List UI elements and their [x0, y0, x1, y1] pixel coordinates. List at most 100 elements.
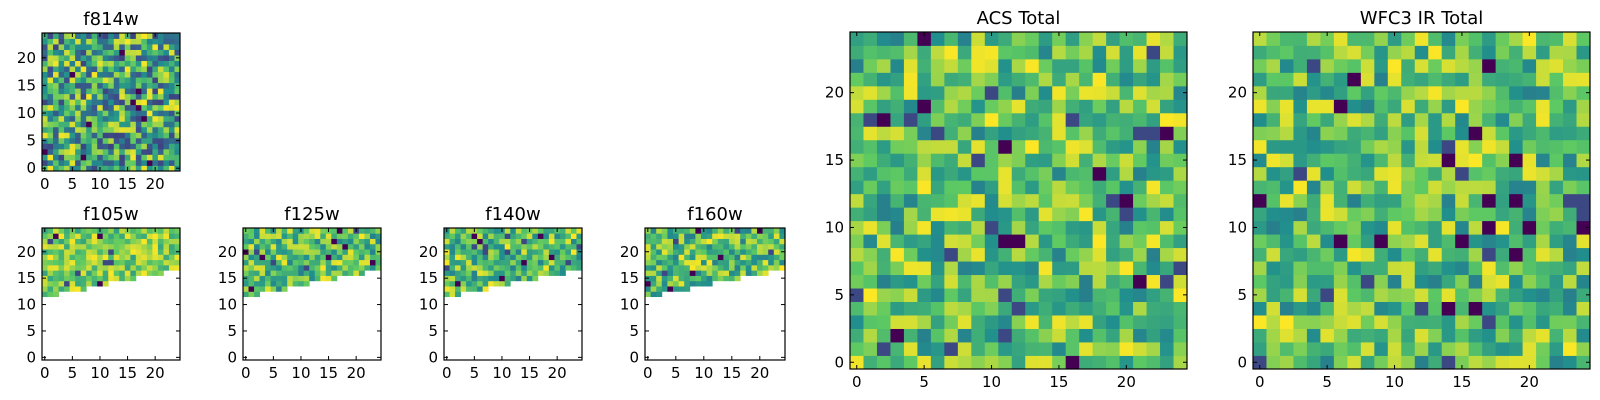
heatmap-cell [113, 110, 120, 117]
heatmap-cell [265, 233, 271, 239]
heatmap-cell [1563, 234, 1577, 249]
heatmap-cell [526, 238, 533, 245]
heatmap-cell [543, 238, 550, 245]
heatmap-cell [1253, 180, 1267, 195]
heatmap-cell [1441, 58, 1456, 73]
heatmap-cell [1133, 32, 1147, 46]
heatmap-cell [91, 110, 98, 117]
heatmap-cell [309, 264, 316, 271]
heatmap-cell [102, 71, 109, 78]
heatmap-cell [336, 243, 343, 250]
heatmap-cell [69, 159, 76, 166]
heatmap-cell [971, 207, 986, 222]
heatmap-cell [248, 270, 255, 276]
heatmap-cell [124, 126, 131, 133]
heatmap-cell [1279, 139, 1294, 154]
heatmap-cell [309, 243, 316, 250]
heatmap-cell [1387, 32, 1402, 46]
heatmap-cell [1173, 315, 1188, 329]
y-tick-label: 0 [1237, 353, 1247, 371]
heatmap-cell [1549, 85, 1564, 100]
heatmap-cell [1455, 220, 1470, 235]
heatmap-cell [86, 104, 93, 111]
heatmap-cell [455, 264, 461, 271]
heatmap-cell [1441, 72, 1456, 87]
heatmap-cell [1106, 85, 1120, 100]
heatmap-cell [281, 238, 288, 245]
heatmap-cell [163, 49, 170, 56]
y-tick-label: 0 [428, 348, 438, 366]
heatmap-cell [510, 270, 517, 276]
heatmap-cell [1536, 85, 1550, 100]
heatmap-cell [86, 233, 93, 239]
heatmap-cell [1522, 139, 1537, 154]
heatmap-cell [1563, 99, 1577, 114]
heatmap-cell [656, 238, 663, 245]
heatmap-cell [1052, 301, 1067, 316]
heatmap-cell [673, 254, 679, 261]
heatmap-cell [510, 275, 517, 282]
heatmap-cell [645, 243, 651, 250]
heatmap-cell [1360, 45, 1375, 60]
heatmap-cell [1536, 247, 1550, 262]
heatmap-cell [91, 60, 98, 67]
heatmap-cell [762, 243, 769, 250]
heatmap-cell [1025, 342, 1040, 356]
heatmap-cell [1173, 112, 1188, 127]
heatmap-cell [1441, 32, 1456, 46]
heatmap-cell [673, 280, 679, 287]
heatmap-cell [757, 243, 763, 250]
heatmap-cell [477, 286, 484, 292]
heatmap-cell [1038, 166, 1053, 181]
heatmap-cell [917, 85, 932, 100]
heatmap-cell [152, 110, 159, 117]
heatmap-cell [287, 280, 294, 287]
heatmap-cell [1253, 220, 1267, 235]
heatmap-cell [1173, 32, 1188, 46]
heatmap-cell [1079, 301, 1094, 316]
heatmap-cell [1253, 139, 1267, 154]
heatmap-cell [58, 33, 65, 39]
heatmap-cell [526, 275, 533, 282]
heatmap-cell [53, 154, 59, 161]
heatmap-cell [152, 49, 159, 56]
heatmap-cell [42, 148, 48, 155]
heatmap-cell [69, 143, 76, 150]
heatmap-cell [141, 93, 148, 100]
heatmap-cell [69, 270, 76, 276]
heatmap-cell [1468, 207, 1483, 222]
heatmap-cell [42, 126, 48, 133]
heatmap-cell [1065, 139, 1080, 154]
heatmap-cell [971, 153, 986, 168]
heatmap-cell [444, 259, 450, 266]
heatmap-cell [168, 154, 175, 161]
heatmap-cell [64, 71, 70, 78]
heatmap-cell [75, 60, 82, 67]
heatmap-cell [108, 60, 115, 67]
heatmap-cell [701, 275, 707, 282]
heatmap-cell [565, 243, 572, 250]
heatmap-cell [91, 275, 98, 282]
heatmap-cell [47, 104, 54, 111]
heatmap-cell [695, 228, 702, 234]
heatmap-cell [650, 286, 657, 292]
heatmap-cell [903, 220, 918, 235]
heatmap-cell [1468, 342, 1483, 356]
heatmap-cell [80, 275, 87, 282]
heatmap-cell [80, 154, 87, 161]
heatmap-cell [678, 238, 685, 245]
heatmap-cell [689, 259, 696, 266]
heatmap-cell [1441, 220, 1456, 235]
heatmap-cell [1160, 274, 1174, 289]
heatmap-cell [130, 228, 137, 234]
heatmap-cell [1106, 220, 1120, 235]
heatmap-cell [1495, 193, 1510, 208]
heatmap-cell [1025, 153, 1040, 168]
heatmap-cell [102, 148, 109, 155]
heatmap-cell [1293, 355, 1308, 370]
heatmap-cell [146, 243, 153, 250]
heatmap-cell [1441, 261, 1456, 276]
heatmap-cell [1038, 288, 1053, 302]
heatmap-cell [91, 38, 98, 45]
heatmap-cell [723, 228, 730, 234]
